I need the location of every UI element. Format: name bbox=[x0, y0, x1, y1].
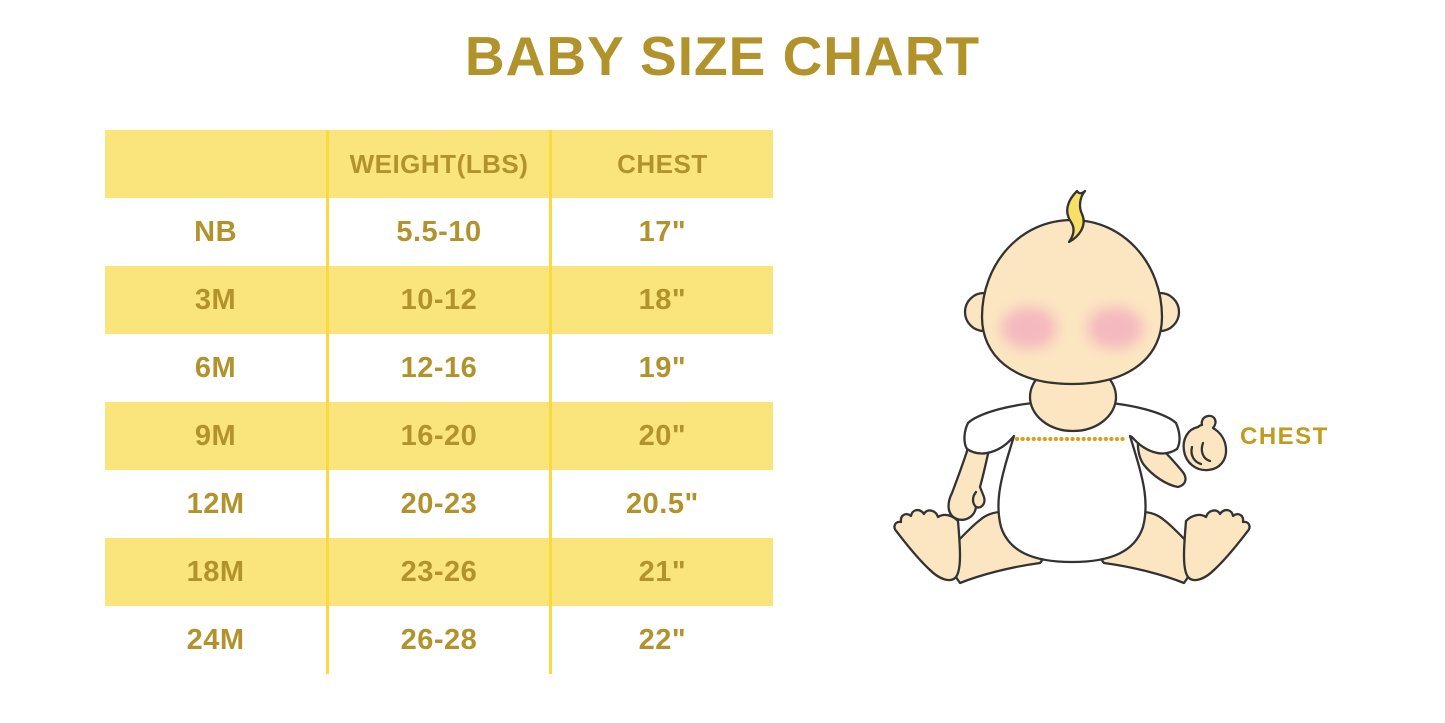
baby-sitting-icon bbox=[893, 189, 1251, 585]
baby-hair-tuft bbox=[1066, 189, 1087, 244]
weight-cell: 20-23 bbox=[327, 470, 552, 538]
chest-cell: 22" bbox=[638, 623, 687, 656]
weight-cell: 26-28 bbox=[327, 606, 552, 674]
baby-illustration bbox=[880, 185, 1340, 610]
baby-right-cheek bbox=[1087, 307, 1143, 349]
size-cell: NB bbox=[105, 198, 330, 266]
page-title: BABY SIZE CHART bbox=[464, 25, 981, 87]
baby-onesie bbox=[963, 399, 1181, 564]
size-cell: 24M bbox=[105, 606, 330, 674]
weight-column-header: WEIGHT(LBS) bbox=[327, 130, 552, 198]
chest-cell: 18" bbox=[638, 283, 687, 316]
chest-cell: 20.5" bbox=[626, 487, 699, 520]
table-header-row: WEIGHT(LBS) CHEST bbox=[105, 130, 773, 198]
weight-cell: 16-20 bbox=[327, 402, 552, 470]
size-column-header bbox=[105, 130, 330, 198]
baby-left-hand-curl bbox=[971, 490, 978, 509]
chest-cell: 21" bbox=[638, 555, 687, 588]
baby-left-cheek bbox=[1001, 307, 1057, 349]
baby-left-foot bbox=[893, 508, 962, 582]
baby-right-foot bbox=[1182, 508, 1251, 582]
chest-column-header: CHEST bbox=[617, 148, 708, 179]
size-cell: 3M bbox=[105, 266, 330, 334]
weight-cell: 12-16 bbox=[327, 334, 552, 402]
table-row: 6M 12-16 19" bbox=[105, 334, 773, 402]
size-cell: 18M bbox=[105, 538, 330, 606]
table-row: 9M 16-20 20" bbox=[105, 402, 773, 470]
table-row: NB 5.5-10 17" bbox=[105, 198, 773, 266]
chest-cell: 19" bbox=[638, 351, 687, 384]
baby-head bbox=[980, 218, 1164, 386]
size-cell: 9M bbox=[105, 402, 330, 470]
table-row: 24M 26-28 22" bbox=[105, 606, 773, 674]
baby-size-table: WEIGHT(LBS) CHEST NB 5.5-10 17" 3M 10-12… bbox=[105, 130, 773, 674]
table-row: 12M 20-23 20.5" bbox=[105, 470, 773, 538]
chest-cell: 17" bbox=[638, 215, 687, 248]
weight-cell: 23-26 bbox=[327, 538, 552, 606]
chest-label: CHEST bbox=[1240, 423, 1329, 450]
chest-cell: 20" bbox=[638, 419, 687, 452]
weight-cell: 5.5-10 bbox=[327, 198, 552, 266]
size-cell: 12M bbox=[105, 470, 330, 538]
weight-cell: 10-12 bbox=[327, 266, 552, 334]
table-row: 18M 23-26 21" bbox=[105, 538, 773, 606]
table-row: 3M 10-12 18" bbox=[105, 266, 773, 334]
size-cell: 6M bbox=[105, 334, 330, 402]
baby-right-fist bbox=[1182, 414, 1228, 472]
baby-fist-knuckles bbox=[1190, 441, 1212, 466]
